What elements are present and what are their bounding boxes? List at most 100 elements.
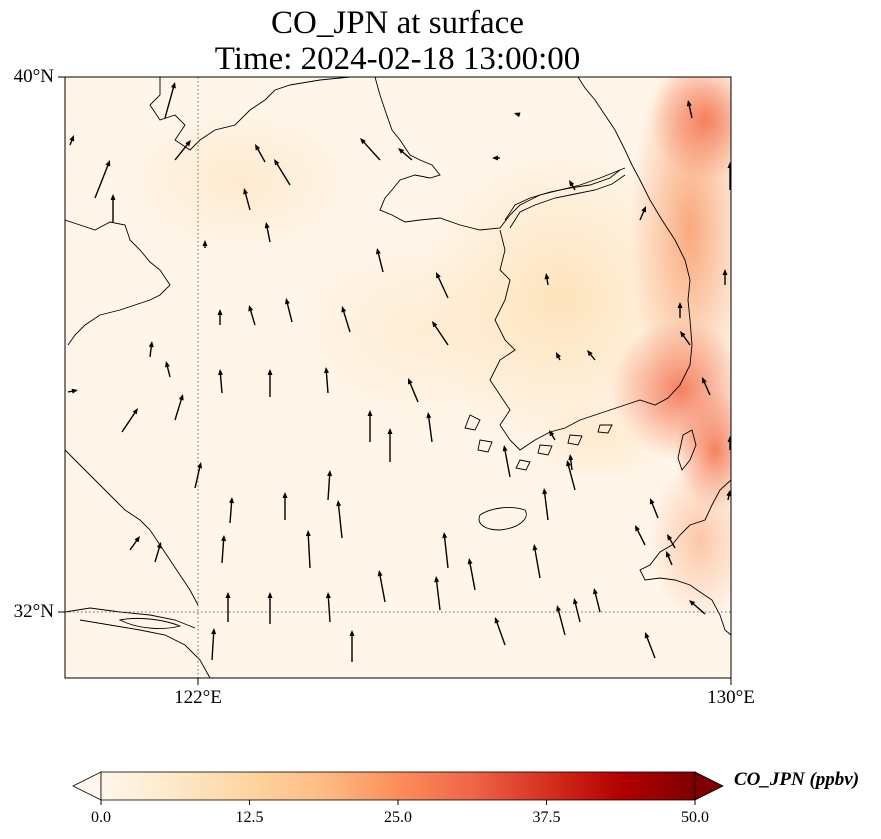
wind-arrow-head xyxy=(282,492,288,498)
wind-arrow-head xyxy=(336,500,342,507)
wind-arrow-head xyxy=(494,617,500,624)
wind-arrow-head xyxy=(349,630,355,636)
wind-arrow-head xyxy=(325,592,331,599)
wind-arrow-head xyxy=(727,436,731,442)
wind-arrow-head xyxy=(202,240,208,246)
wind-arrow xyxy=(121,410,137,433)
wind-arrow xyxy=(325,370,329,394)
wind-arrow-head xyxy=(514,112,521,118)
colorbar xyxy=(72,771,724,805)
wind-arrow-head xyxy=(69,135,75,142)
wind-arrow-head xyxy=(593,588,598,595)
wind-arrow xyxy=(495,620,506,646)
wind-arrow-head xyxy=(726,490,731,497)
wind-arrow-head xyxy=(644,632,650,639)
wind-arrow xyxy=(433,323,449,346)
wind-arrow-head xyxy=(221,535,227,542)
wind-arrow-head xyxy=(229,497,235,504)
wind-arrow xyxy=(229,500,233,524)
coastlines xyxy=(65,77,731,678)
wind-arrow-head xyxy=(274,159,280,166)
wind-arrow-head xyxy=(218,369,223,376)
wind-arrow-head xyxy=(327,470,333,477)
wind-arrow xyxy=(534,547,541,579)
wind-arrow-head xyxy=(702,377,707,384)
wind-arrow xyxy=(645,635,656,659)
wind-arrow xyxy=(327,473,331,501)
wind-arrow-head xyxy=(667,534,673,541)
wind-arrow xyxy=(166,364,171,378)
colorbar-extend-min xyxy=(72,771,102,801)
wind-arrow xyxy=(275,162,291,186)
wind-arrow-head xyxy=(502,445,508,452)
wind-vectors xyxy=(67,82,731,662)
wind-arrow xyxy=(702,380,711,396)
wind-arrow-head xyxy=(285,298,290,305)
wind-arrow-head xyxy=(156,542,162,549)
lat-label-32n: 32°N xyxy=(13,601,54,622)
wind-arrow-head xyxy=(398,148,405,154)
wind-arrow xyxy=(569,457,573,471)
wind-arrow xyxy=(567,463,576,491)
wind-arrow xyxy=(574,601,581,623)
wind-arrow xyxy=(327,595,331,623)
wind-arrow xyxy=(379,573,386,603)
colorbar-tick-label: 50.0 xyxy=(681,809,709,826)
wind-arrow-head xyxy=(686,100,692,107)
wind-arrow-head xyxy=(377,570,383,577)
wind-arrow-head xyxy=(71,388,78,394)
wind-arrow xyxy=(149,344,153,358)
wind-arrow-head xyxy=(110,194,116,200)
wind-arrow-head xyxy=(442,532,448,539)
wind-arrow-head xyxy=(217,309,223,315)
map-subtitle: Time: 2024-02-18 13:00:00 xyxy=(214,41,581,77)
wind-arrow xyxy=(435,579,441,611)
wind-arrow xyxy=(286,301,293,323)
wind-arrow-head xyxy=(105,160,111,167)
wind-arrow xyxy=(681,333,691,346)
wind-arrow-head xyxy=(408,378,413,385)
lon-label-130e: 130°E xyxy=(707,687,755,708)
wind-arrow xyxy=(688,103,693,119)
map-frame xyxy=(64,76,732,679)
wind-arrow-head xyxy=(185,140,191,147)
wind-arrow-head xyxy=(434,576,440,583)
wind-arrow-head xyxy=(243,188,248,195)
wind-arrow-head xyxy=(556,605,561,612)
wind-arrow xyxy=(342,309,351,333)
wind-arrow-head xyxy=(248,305,254,312)
colorbar-tick-label: 12.5 xyxy=(235,809,264,826)
wind-arrow-head xyxy=(432,321,438,328)
wind-arrow-head xyxy=(641,206,646,213)
wind-arrow xyxy=(408,381,419,403)
wind-arrow-head xyxy=(305,530,311,537)
colorbar-tick-label: 25.0 xyxy=(384,809,412,826)
wind-arrow xyxy=(129,538,139,551)
wind-arrow xyxy=(307,533,311,569)
lon-label-122e: 122°E xyxy=(174,687,222,708)
wind-arrow xyxy=(636,528,646,546)
wind-arrow-head xyxy=(255,144,261,151)
colorbar-extend-max xyxy=(694,771,724,801)
wind-arrow-head xyxy=(542,488,548,495)
wind-arrow-head xyxy=(267,592,273,598)
wind-arrow xyxy=(668,537,676,549)
concentration-field xyxy=(65,77,731,678)
wind-arrow xyxy=(249,308,256,326)
wind-arrow-head xyxy=(360,138,366,145)
wind-arrow-head xyxy=(178,394,184,401)
wind-arrow xyxy=(221,538,225,564)
colorbar-tick-label: 0.0 xyxy=(91,809,111,826)
wind-arrow-head xyxy=(680,331,686,338)
wind-arrow xyxy=(174,397,183,421)
wind-arrow-head xyxy=(568,454,574,461)
wind-arrow-head xyxy=(341,306,347,313)
wind-arrow-head xyxy=(649,498,655,505)
wind-arrow xyxy=(211,631,215,661)
wind-arrow xyxy=(427,415,433,443)
wind-arrow-head xyxy=(492,155,498,161)
wind-arrow-head xyxy=(722,269,728,275)
wind-arrow-head xyxy=(426,412,432,419)
wind-arrow-head xyxy=(727,162,731,168)
wind-arrow xyxy=(164,85,175,119)
